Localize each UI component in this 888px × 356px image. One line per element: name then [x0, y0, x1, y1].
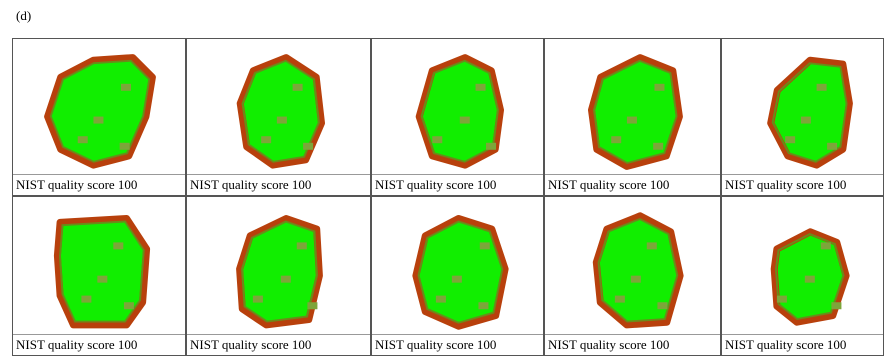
texture-patch	[432, 136, 442, 143]
caption: NIST quality score 100	[372, 174, 543, 195]
image-cell: NIST quality score 100	[12, 196, 186, 356]
image-cell: NIST quality score 100	[721, 196, 884, 356]
texture-patch	[297, 242, 307, 249]
caption: NIST quality score 100	[13, 174, 185, 195]
image-cell: NIST quality score 100	[186, 38, 371, 196]
texture-patch	[631, 276, 641, 283]
image-cell: NIST quality score 100	[544, 38, 721, 196]
texture-patch	[78, 136, 88, 143]
texture-patch	[801, 117, 811, 124]
segmentation-image	[545, 39, 722, 177]
texture-patch	[120, 143, 130, 150]
texture-patch	[785, 136, 795, 143]
image-cell: NIST quality score 100	[12, 38, 186, 196]
image-cell: NIST quality score 100	[544, 196, 721, 356]
segmentation-image	[372, 39, 545, 177]
image-cell: NIST quality score 100	[371, 38, 544, 196]
segmentation-image	[13, 197, 187, 337]
texture-patch	[97, 276, 107, 283]
caption: NIST quality score 100	[13, 334, 185, 355]
segmentation-image	[722, 39, 885, 177]
caption: NIST quality score 100	[722, 174, 883, 195]
texture-patch	[460, 117, 470, 124]
texture-patch	[93, 117, 103, 124]
texture-patch	[777, 296, 787, 303]
figure-panel: (d) NIST quality score 100NIST quality s…	[0, 0, 888, 356]
texture-patch	[253, 296, 263, 303]
image-cell: NIST quality score 100	[721, 38, 884, 196]
caption: NIST quality score 100	[545, 334, 720, 355]
texture-patch	[113, 242, 123, 249]
texture-patch	[827, 143, 837, 150]
texture-patch	[303, 143, 313, 150]
texture-patch	[293, 84, 303, 91]
texture-patch	[831, 302, 841, 309]
texture-patch	[486, 143, 496, 150]
segmentation-image	[13, 39, 187, 177]
texture-patch	[805, 276, 815, 283]
caption: NIST quality score 100	[187, 174, 370, 195]
segmentation-image	[372, 197, 545, 337]
texture-patch	[627, 117, 637, 124]
image-cell: NIST quality score 100	[371, 196, 544, 356]
texture-patch	[615, 296, 625, 303]
caption: NIST quality score 100	[545, 174, 720, 195]
region	[48, 58, 153, 166]
texture-patch	[478, 302, 488, 309]
texture-patch	[81, 296, 91, 303]
texture-patch	[653, 143, 663, 150]
texture-patch	[657, 302, 667, 309]
texture-patch	[647, 242, 657, 249]
texture-patch	[436, 296, 446, 303]
texture-patch	[261, 136, 271, 143]
texture-patch	[124, 302, 134, 309]
texture-patch	[821, 242, 831, 249]
texture-patch	[817, 84, 827, 91]
region	[240, 219, 320, 325]
texture-patch	[121, 84, 131, 91]
segmentation-image	[722, 197, 885, 337]
segmentation-image	[545, 197, 722, 337]
caption: NIST quality score 100	[722, 334, 883, 355]
texture-patch	[452, 276, 462, 283]
texture-patch	[277, 117, 287, 124]
texture-patch	[476, 84, 486, 91]
caption: NIST quality score 100	[187, 334, 370, 355]
texture-patch	[654, 84, 664, 91]
panel-label: (d)	[16, 8, 31, 24]
texture-patch	[611, 136, 621, 143]
texture-patch	[281, 276, 291, 283]
image-cell: NIST quality score 100	[186, 196, 371, 356]
caption: NIST quality score 100	[372, 334, 543, 355]
segmentation-image	[187, 197, 372, 337]
texture-patch	[480, 242, 490, 249]
segmentation-image	[187, 39, 372, 177]
texture-patch	[307, 302, 317, 309]
